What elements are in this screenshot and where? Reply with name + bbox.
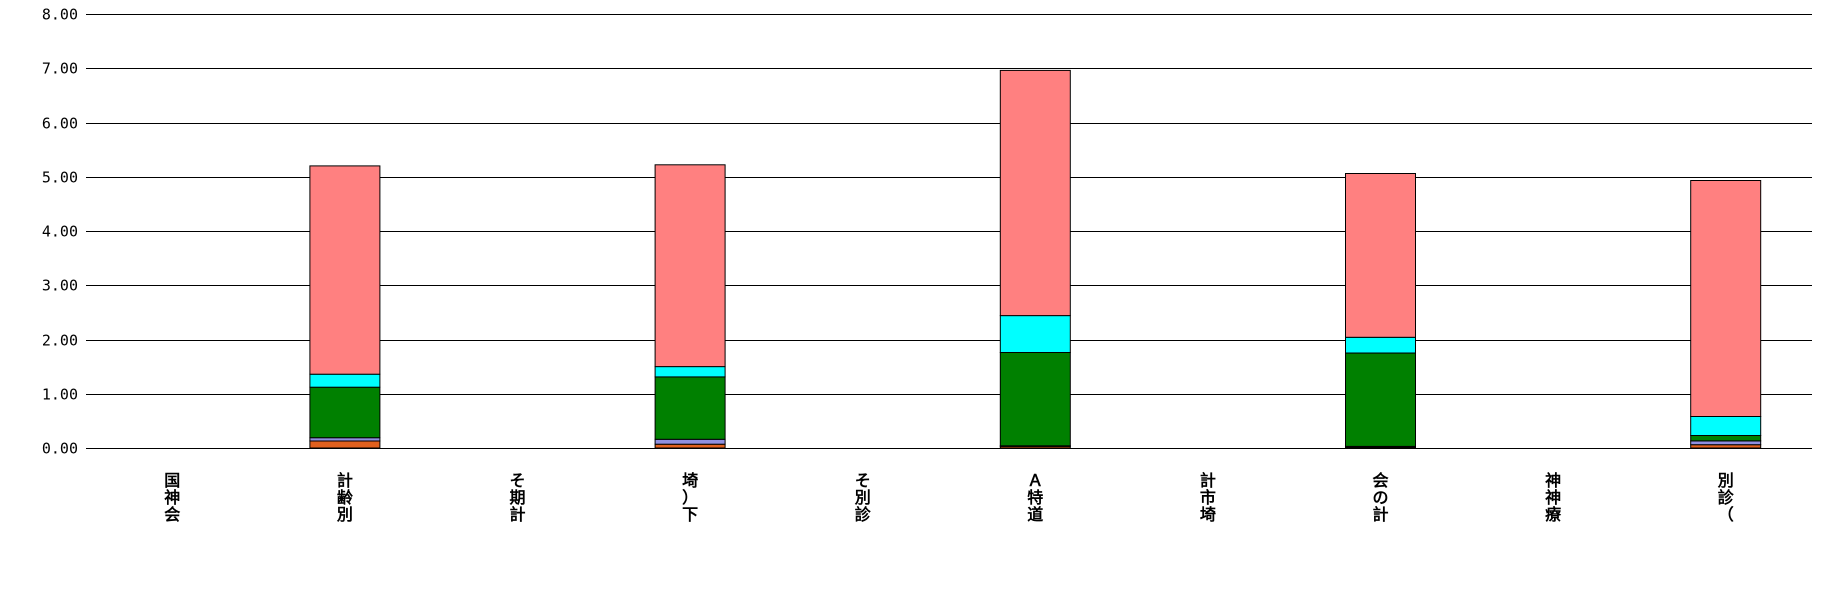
bar-segment bbox=[309, 373, 381, 388]
x-category-label-char: の bbox=[1372, 488, 1388, 507]
bar-segment bbox=[654, 443, 726, 449]
bar-segment bbox=[1345, 352, 1416, 447]
x-category-label-char: 国 bbox=[164, 471, 180, 490]
bars bbox=[309, 69, 1762, 449]
x-category-label-char: 神 bbox=[1545, 471, 1561, 490]
bar-segment bbox=[1345, 336, 1416, 354]
y-tick-label: 8.00 bbox=[42, 6, 78, 24]
x-category-label-char: 期 bbox=[509, 488, 525, 507]
x-category-label-char: 別 bbox=[337, 505, 353, 524]
bar-segment bbox=[654, 376, 726, 440]
x-category-label-char: 診 bbox=[1718, 488, 1735, 507]
x-category-label-char: （ bbox=[1718, 505, 1734, 524]
x-category-label-char: 齢 bbox=[337, 488, 354, 507]
bar-segment bbox=[1690, 180, 1762, 417]
x-category-label-char: 療 bbox=[1545, 505, 1562, 524]
y-tick-label: 6.00 bbox=[42, 115, 78, 133]
x-category-label-char: 会 bbox=[1372, 471, 1388, 490]
bar-segment bbox=[309, 165, 381, 375]
bar-segment bbox=[1690, 435, 1762, 442]
x-category-label-char: ） bbox=[682, 488, 698, 507]
bar-segment bbox=[999, 69, 1071, 317]
y-tick-label: 5.00 bbox=[42, 169, 78, 187]
x-category-label-char: 下 bbox=[682, 505, 698, 524]
bar-segment bbox=[654, 438, 726, 445]
x-category-label-char: 計 bbox=[1372, 505, 1388, 524]
bar-segment bbox=[654, 366, 726, 378]
y-tick-label: 4.00 bbox=[42, 223, 78, 241]
x-category-label-char: 市 bbox=[1200, 488, 1216, 507]
bar-segment bbox=[309, 440, 381, 449]
y-tick-label: 7.00 bbox=[42, 60, 78, 78]
x-category-label-char: 埼 bbox=[682, 471, 698, 490]
bar-segment bbox=[999, 315, 1071, 354]
y-axis-tick-labels: 0.00 1.00 2.00 3.00 4.00 5.00 6.00 7.00 8.00 bbox=[42, 6, 78, 458]
y-tick-label: 0.00 bbox=[42, 440, 78, 458]
bar-segment bbox=[999, 352, 1071, 447]
x-category-label-char: 神 bbox=[1545, 488, 1561, 507]
x-category-label-char: Ａ bbox=[1027, 471, 1043, 490]
bar-segment bbox=[654, 164, 726, 368]
bar-segment bbox=[1345, 173, 1416, 338]
bar-segment bbox=[1690, 416, 1762, 436]
bar-segment bbox=[1690, 440, 1762, 446]
x-category-label-char: 診 bbox=[855, 505, 872, 524]
x-category-label-char: 別 bbox=[855, 488, 871, 507]
x-category-label-char: 計 bbox=[509, 505, 525, 524]
x-category-label-char: そ bbox=[855, 471, 871, 490]
x-category-label-char: 道 bbox=[1027, 505, 1043, 524]
x-category-label-char: 特 bbox=[1027, 488, 1043, 507]
x-category-label-char: 計 bbox=[337, 471, 353, 490]
bar-segment bbox=[309, 386, 381, 439]
x-category-label-char: 神 bbox=[164, 488, 180, 507]
x-category-label-char: 会 bbox=[164, 505, 180, 524]
x-category-label-char: 別 bbox=[1718, 471, 1734, 490]
y-tick-label: 2.00 bbox=[42, 332, 78, 350]
x-category-label-char: そ bbox=[509, 471, 525, 490]
y-tick-label: 3.00 bbox=[42, 277, 78, 295]
y-tick-label: 1.00 bbox=[42, 386, 78, 404]
x-category-label-char: 埼 bbox=[1200, 505, 1216, 524]
x-category-label-char: 計 bbox=[1200, 471, 1216, 490]
